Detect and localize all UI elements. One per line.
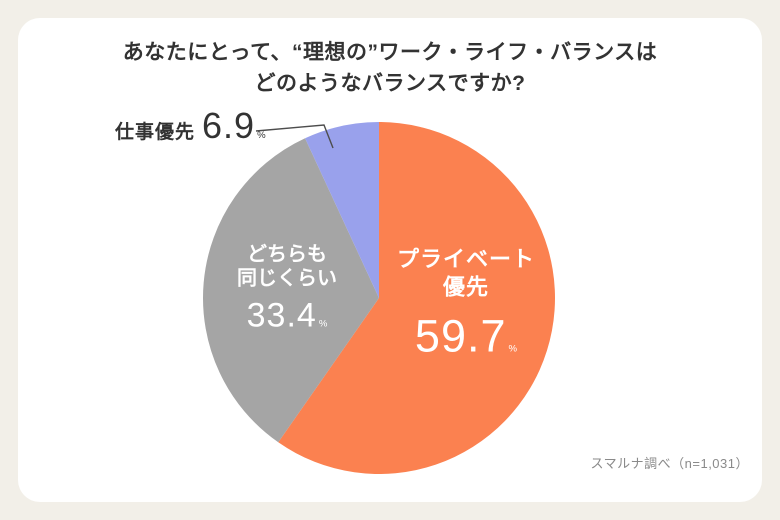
pie-label-both-equal-name-line1: どちらも bbox=[247, 243, 327, 266]
pie-label-private-first-value: 59.7% bbox=[414, 310, 518, 362]
pie-label-private-first-name-line1: プライベート bbox=[396, 246, 536, 272]
pie-label-work-first-name: 仕事優先 bbox=[115, 122, 196, 143]
leader-line-work-first bbox=[255, 124, 334, 149]
pie-label-private-first-name-line2: 優先 bbox=[442, 274, 490, 300]
chart-title-line1: あなたにとって、“理想の”ワーク・ライフ・バランスは bbox=[122, 41, 658, 64]
pie-label-private-first: プライベート 優先 59.7% bbox=[397, 245, 535, 362]
pie-label-both-equal-name-line2: 同じくらい bbox=[237, 268, 337, 290]
pie-label-both-equal: どちらも 同じくらい 33.4% bbox=[237, 243, 337, 336]
pie-slice-work-first bbox=[305, 122, 379, 298]
pie-slice-private-first bbox=[278, 122, 555, 474]
pie-label-work-first-value: 6.9% bbox=[202, 105, 266, 146]
chart-title-line2: どのようなバランスですか? bbox=[254, 72, 526, 95]
chart-title: あなたにとって、“理想の”ワーク・ライフ・バランスは どのようなバランスですか? bbox=[0, 37, 780, 99]
source-note: スマルナ調べ（n=1,031） bbox=[590, 456, 749, 471]
pie-label-work-first: 仕事優先 6.9% bbox=[115, 105, 266, 147]
pie-slice-both-equal bbox=[203, 138, 379, 443]
pie-label-both-equal-value: 33.4% bbox=[246, 296, 328, 335]
